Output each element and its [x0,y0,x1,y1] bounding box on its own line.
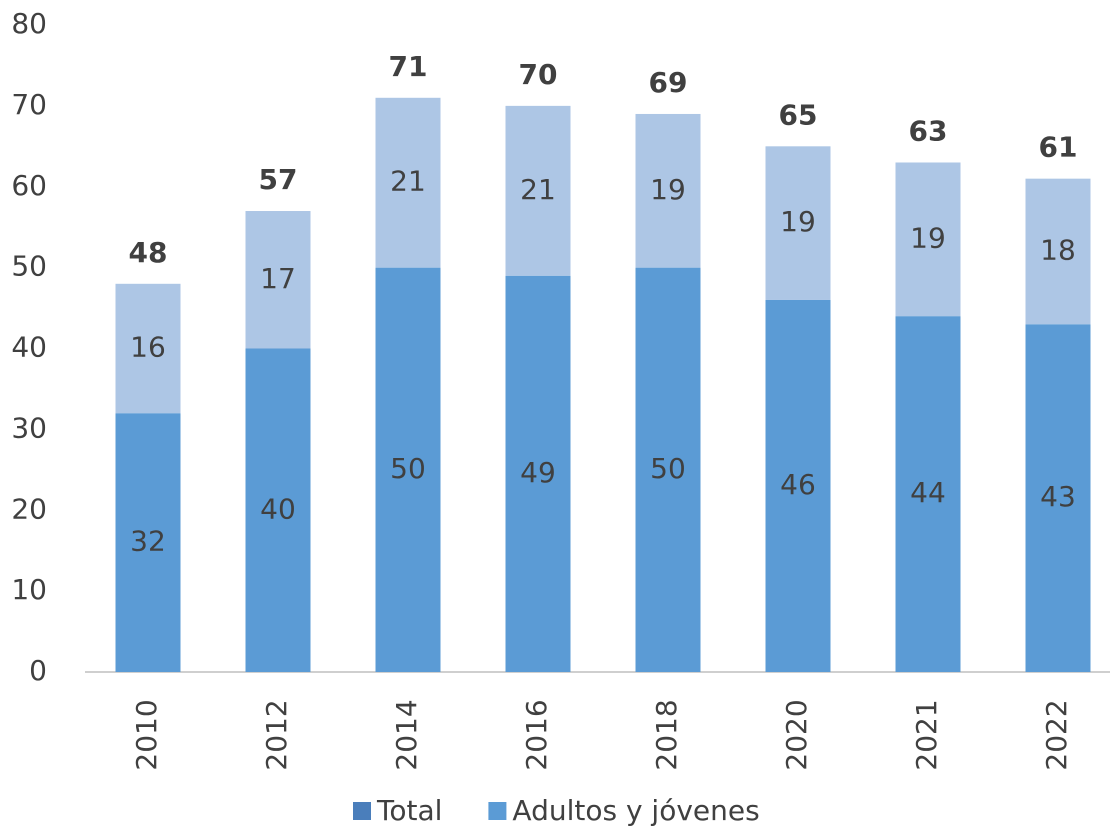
x-tick-label: 2022 [1040,699,1073,770]
data-label: 43 [1040,480,1076,513]
legend-label: Adultos y jóvenes [512,794,759,827]
bar-segment [635,267,701,672]
total-label: 69 [649,66,688,99]
x-tick-label: 2016 [520,699,553,770]
total-label: 65 [779,98,818,131]
y-tick-label: 40 [11,331,47,364]
data-label: 32 [130,525,166,558]
bar-segment [1025,324,1091,672]
data-label: 21 [520,173,556,206]
x-tick-label: 2010 [130,699,163,770]
total-label: 70 [519,58,558,91]
data-label: 17 [260,262,296,295]
total-label: 63 [909,114,948,147]
y-tick-label: 20 [11,492,47,525]
data-label: 50 [390,452,426,485]
y-tick-label: 50 [11,250,47,283]
data-label: 18 [1040,233,1076,266]
total-label: 48 [129,236,168,269]
x-tick-label: 2020 [780,699,813,770]
legend-swatch [353,802,371,820]
data-label: 44 [910,476,946,509]
bar-segment [115,413,181,672]
data-label: 40 [260,492,296,525]
y-tick-label: 70 [11,88,47,121]
total-label: 61 [1039,131,1078,164]
bar-segment [245,348,311,672]
data-label: 21 [390,165,426,198]
y-tick-label: 60 [11,169,47,202]
legend-label: Total [376,794,442,827]
total-label: 57 [259,163,298,196]
bar-segment [895,316,961,672]
y-tick-label: 80 [11,7,47,40]
y-tick-label: 30 [11,411,47,444]
total-label: 71 [389,50,428,83]
bar-segment [505,275,571,672]
bar-segment [1025,178,1091,325]
data-label: 19 [910,221,946,254]
data-label: 49 [520,456,556,489]
data-label: 50 [650,452,686,485]
bar-segment [505,105,571,276]
x-tick-label: 2012 [260,699,293,770]
bar-segment [115,283,181,414]
data-label: 16 [130,331,166,364]
bar-segment [375,97,441,268]
legend-swatch [488,802,507,820]
y-tick-label: 10 [11,573,47,606]
bar-segment [635,113,701,268]
bar-segment [765,146,831,300]
x-tick-label: 2021 [910,699,943,770]
bar-segment [765,299,831,672]
data-label: 46 [780,468,816,501]
x-tick-label: 2018 [650,699,683,770]
data-label: 19 [650,173,686,206]
data-label: 19 [780,205,816,238]
bar-segment [375,267,441,672]
y-tick-label: 0 [29,654,47,687]
bar-segment [245,211,311,349]
bar-segment [895,162,961,317]
x-tick-label: 2014 [390,699,423,770]
